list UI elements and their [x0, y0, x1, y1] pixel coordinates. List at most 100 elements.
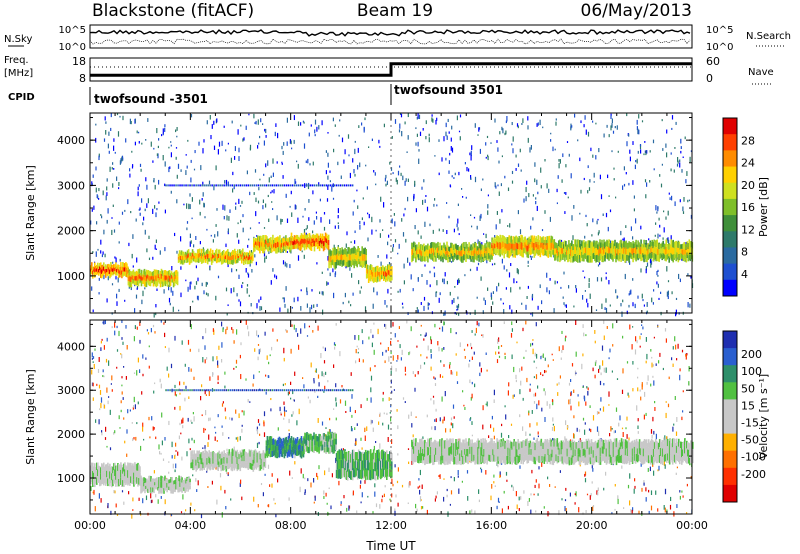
- speck: [296, 160, 298, 163]
- speck: [629, 500, 631, 506]
- echo-cell: [688, 253, 691, 260]
- echo-cell: [651, 245, 653, 252]
- speck: [422, 506, 424, 509]
- speck: [463, 348, 466, 351]
- speck: [287, 308, 289, 314]
- speck: [611, 428, 613, 430]
- speck: [682, 390, 684, 393]
- speck: [100, 250, 102, 254]
- echo-cell: [606, 239, 608, 247]
- speck: [623, 166, 625, 171]
- echo-cell: [599, 239, 601, 247]
- echo-cell: [351, 253, 353, 260]
- speck: [197, 184, 199, 187]
- freq-label-line2: [MHz]: [4, 68, 33, 79]
- speck: [211, 124, 213, 129]
- echo-cell: [492, 245, 494, 251]
- y-tick-label: 3000: [57, 179, 85, 192]
- speck: [241, 428, 243, 433]
- speck: [419, 496, 422, 502]
- speck: [679, 159, 681, 163]
- echo-cell: [347, 247, 349, 254]
- echo-cell: [470, 244, 472, 251]
- echo-cell: [648, 244, 650, 250]
- echo-cell: [206, 248, 209, 254]
- speck: [265, 128, 267, 134]
- speck: [270, 280, 272, 285]
- speck: [335, 383, 337, 388]
- speck: [404, 207, 406, 211]
- speck: [537, 431, 539, 435]
- echo-cell: [656, 253, 658, 262]
- speck: [332, 268, 334, 273]
- echo-cell: [91, 270, 93, 274]
- speck: [553, 308, 555, 314]
- echo-cell: [138, 278, 141, 284]
- echo-cell: [251, 256, 253, 260]
- echo-cell: [92, 270, 94, 275]
- speck: [356, 423, 358, 426]
- speck: [176, 135, 178, 138]
- speck: [109, 166, 111, 172]
- speck: [404, 121, 406, 125]
- speck: [353, 169, 355, 174]
- speck: [265, 203, 267, 208]
- speck: [131, 253, 133, 259]
- speck: [626, 361, 629, 364]
- echo-cell: [100, 467, 102, 474]
- speck: [597, 264, 600, 267]
- speck: [532, 348, 534, 355]
- speck: [647, 468, 649, 472]
- echo-cell: [121, 270, 123, 275]
- speck: [100, 341, 102, 344]
- speck: [596, 426, 599, 432]
- speck: [110, 113, 112, 118]
- speck: [219, 389, 221, 392]
- echo-cell: [158, 273, 161, 277]
- speck: [671, 115, 674, 120]
- speck: [595, 155, 597, 160]
- speck: [469, 268, 472, 272]
- speck: [121, 354, 123, 359]
- echo-cell: [150, 279, 153, 284]
- echo-cell: [113, 264, 115, 268]
- echo-cell: [366, 273, 369, 278]
- echo-cell: [607, 247, 609, 254]
- echo-cell: [133, 276, 136, 281]
- speck: [611, 370, 613, 373]
- speck: [494, 485, 496, 487]
- echo-cell: [273, 247, 275, 252]
- speck: [94, 348, 96, 351]
- speck: [669, 197, 671, 201]
- echo-cell: [319, 238, 322, 243]
- speck: [274, 131, 276, 137]
- noise-sky-trace: [89, 29, 691, 37]
- speck: [251, 269, 253, 273]
- speck: [249, 191, 251, 196]
- speck: [360, 480, 362, 484]
- echo-cell: [94, 479, 96, 488]
- echo-cell: [432, 242, 434, 248]
- speck: [325, 389, 328, 392]
- speck: [648, 510, 650, 514]
- echo-cell: [587, 247, 589, 256]
- echo-cell: [469, 255, 471, 260]
- echo-cell: [235, 251, 237, 256]
- cpid-mode-1: twofsound -3501: [94, 92, 208, 106]
- speck: [160, 496, 162, 499]
- echo-cell: [156, 280, 159, 286]
- echo-cell: [346, 251, 348, 257]
- speck: [323, 184, 326, 187]
- echo-cell: [268, 238, 270, 243]
- speck: [114, 330, 116, 336]
- echo-cell: [533, 243, 536, 251]
- speck: [290, 190, 292, 195]
- speck: [665, 143, 667, 148]
- speck: [461, 188, 463, 190]
- echo-cell: [562, 253, 564, 260]
- speck: [375, 503, 378, 508]
- speck: [666, 152, 668, 158]
- echo-cell: [322, 235, 325, 241]
- echo-cell: [581, 246, 583, 252]
- echo-cell: [200, 258, 203, 264]
